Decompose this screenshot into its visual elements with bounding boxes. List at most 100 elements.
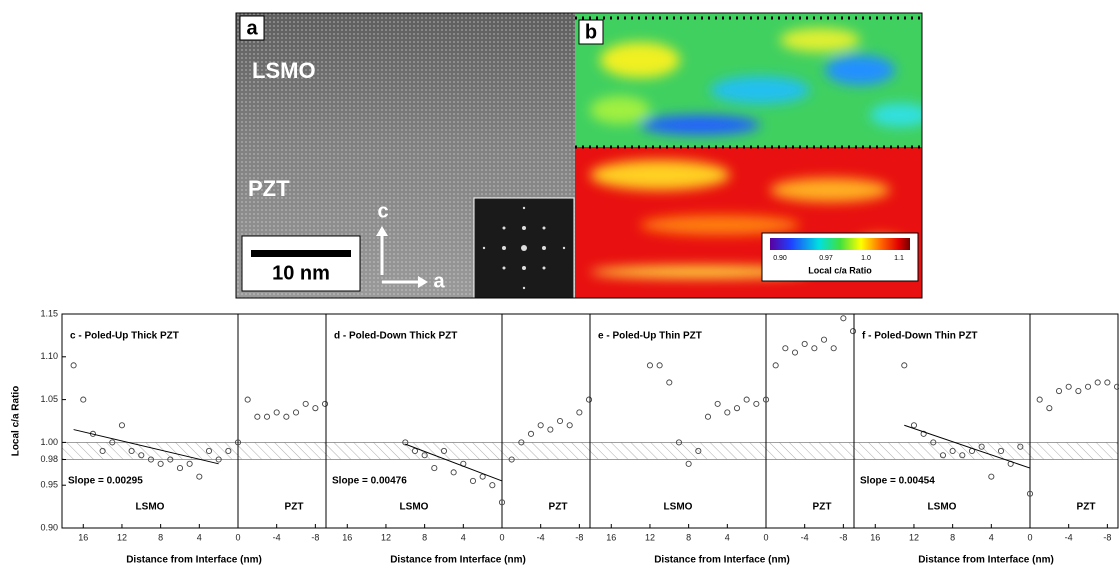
fit-line: [73, 429, 219, 465]
fit-line: [405, 443, 503, 482]
x-tick-label: 12: [909, 532, 919, 542]
data-point: [411, 447, 419, 455]
data-point: [498, 499, 506, 506]
x-tick-label: 12: [381, 532, 391, 542]
data-point: [840, 315, 847, 322]
y-tick-label: 0.90: [40, 522, 58, 532]
data-point: [782, 345, 789, 352]
data-point: [547, 426, 554, 433]
data-point: [157, 460, 164, 467]
data-point: [292, 409, 300, 416]
x-tick-label: 12: [117, 532, 127, 542]
colorbar-tick: 1.0: [861, 255, 871, 262]
plot-frame: [853, 313, 1119, 529]
data-point: [109, 439, 116, 446]
data-point: [791, 349, 799, 356]
y-tick-label: 1.05: [40, 394, 58, 404]
data-point: [469, 477, 477, 484]
data-point: [724, 409, 731, 416]
x-tick-label: 16: [342, 532, 352, 542]
colorbar-tick: 0.90: [773, 255, 787, 262]
x-tick-label: -8: [311, 532, 319, 542]
x-tick-label: 8: [422, 532, 427, 542]
axis-arrow-label: a: [433, 270, 445, 292]
data-point: [556, 417, 564, 425]
data-point: [302, 400, 309, 407]
data-point: [118, 422, 126, 429]
data-point: [743, 396, 750, 403]
x-tick-label: 16: [606, 532, 616, 542]
y-axis-label: Local c/a Ratio: [11, 386, 22, 457]
stem-image: a LSMO PZT 10 nm c a: [236, 13, 575, 299]
x-tick-label: 12: [645, 532, 655, 542]
data-point: [585, 396, 593, 403]
reference-band: [589, 441, 855, 460]
y-tick-label: 1.15: [40, 308, 58, 318]
scale-bar-label: 10 nm: [272, 262, 330, 284]
data-point: [646, 362, 654, 369]
data-point: [1075, 387, 1082, 395]
x-tick-label: -8: [839, 532, 847, 542]
data-point: [675, 439, 683, 446]
data-point: [849, 328, 857, 335]
x-tick-label: 0: [1027, 532, 1032, 542]
data-point: [978, 443, 985, 450]
panel-label: a: [246, 17, 258, 39]
x-tick-label: 8: [158, 532, 163, 542]
data-point: [762, 396, 770, 403]
charts: 16 12 8 4 0 -4 -8 0.90 0.95 0.98 1.00 1.05 1.10 1.15 L…: [11, 308, 1119, 566]
data-point: [753, 400, 760, 407]
data-point: [80, 396, 87, 403]
region-label: PZT: [549, 502, 568, 513]
data-point: [283, 413, 290, 420]
x-tick-label: 4: [197, 532, 202, 542]
region-label: LSMO: [136, 502, 165, 513]
data-point: [440, 447, 448, 455]
strain-map: b 0.90 0.97 1.0 1.1 Local c/a Ratio: [575, 13, 922, 298]
x-tick-label: 0: [499, 532, 504, 542]
colorbar-tick: 0.97: [819, 255, 833, 262]
region-label: PZT: [813, 502, 832, 513]
data-point: [176, 465, 184, 472]
x-tick-label: -8: [1103, 532, 1111, 542]
x-tick-label: 4: [461, 532, 466, 542]
data-point: [949, 447, 956, 455]
data-point: [508, 456, 515, 463]
annotation: Slope = 0.00295: [68, 476, 143, 487]
data-point: [997, 447, 1005, 455]
data-point: [99, 447, 106, 455]
data-point: [205, 447, 213, 455]
data-point: [215, 456, 222, 463]
data-point: [714, 400, 721, 407]
y-tick-label: 1.10: [40, 351, 58, 361]
chart-title: e - Poled-Up Thin PZT: [598, 331, 702, 342]
data-point: [820, 336, 828, 343]
data-point: [421, 452, 428, 459]
data-point: [1026, 490, 1034, 497]
chart-title: d - Poled-Down Thick PZT: [334, 331, 457, 342]
x-axis-label: Distance from Interface (nm): [918, 555, 1054, 566]
data-point: [704, 413, 712, 420]
x-tick-label: 16: [870, 532, 880, 542]
x-tick-label: -4: [1065, 532, 1073, 542]
data-point: [431, 465, 438, 472]
data-point: [138, 452, 145, 459]
x-tick-label: 4: [725, 532, 730, 542]
x-tick-label: 0: [235, 532, 240, 542]
colorbar-title: Local c/a Ratio: [808, 265, 872, 275]
data-point: [1104, 379, 1111, 386]
x-tick-label: -4: [537, 532, 545, 542]
data-point: [234, 439, 242, 446]
data-point: [566, 422, 573, 429]
data-point: [1065, 383, 1072, 390]
y-tick-label: 0.98: [40, 454, 58, 464]
data-point: [656, 362, 663, 369]
colorbar-tick: 1.1: [894, 255, 904, 262]
x-tick-label: -4: [801, 532, 809, 542]
reference-band: [853, 441, 1119, 460]
panel-label: b: [585, 21, 597, 43]
x-tick-label: 8: [950, 532, 955, 542]
data-point: [167, 456, 174, 463]
axis-arrow-label: c: [377, 200, 388, 222]
data-point: [186, 460, 193, 467]
